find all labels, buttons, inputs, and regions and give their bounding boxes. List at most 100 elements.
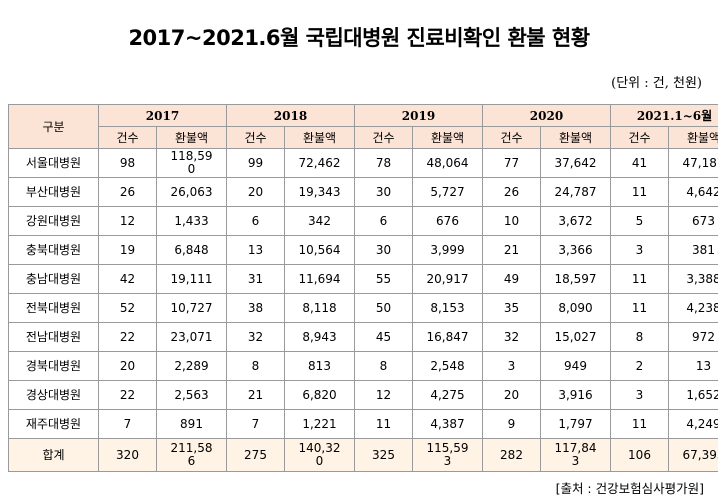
hospital-name: 전북대병원	[8, 293, 99, 323]
refund-amount-cell: 118,590	[156, 148, 227, 178]
total-label: 합계	[8, 438, 99, 472]
case-count-cell: 22	[98, 380, 157, 410]
table-row: 전북대병원 52 10,727 38 8,118 50 8,153 35 8,090 11 4,23…	[8, 293, 718, 323]
case-count-cell: 8	[226, 351, 285, 381]
refund-amount-cell: 24,787	[540, 177, 611, 207]
table-row: 재주대병원 7 891 7 1,221 11 4,387 9 1,797 11 4,249	[8, 409, 718, 439]
case-count-cell: 5	[610, 206, 669, 236]
refund-amount-cell: 1,221	[284, 409, 355, 439]
case-count-cell: 22	[98, 322, 157, 352]
unit-note: (단위 : 건, 천원)	[611, 76, 702, 91]
hospital-name: 충북대병원	[8, 235, 99, 265]
refund-amount-cell: 26,063	[156, 177, 227, 207]
refund-amount-cell: 19,343	[284, 177, 355, 207]
refund-amount-cell: 19,111	[156, 264, 227, 294]
refund-amount-cell: 11,694	[284, 264, 355, 294]
refund-amount-cell: 15,027	[540, 322, 611, 352]
case-count-cell: 8	[610, 322, 669, 352]
table-row: 서울대병원 98 118,590 99 72,462 78 48,064 77 37,642 41…	[8, 148, 718, 178]
refund-amount-cell: 4,387	[412, 409, 483, 439]
hospital-name: 경상대병원	[8, 380, 99, 410]
case-count-cell: 52	[98, 293, 157, 323]
refund-amount-cell: 3,999	[412, 235, 483, 265]
case-count-cell: 8	[354, 351, 413, 381]
refund-amount-cell: 2,563	[156, 380, 227, 410]
case-count-cell: 30	[354, 235, 413, 265]
case-count-cell: 11	[610, 293, 669, 323]
case-count-cell: 13	[226, 235, 285, 265]
refund-amount-cell: 115,593	[412, 438, 483, 472]
case-count-cell: 19	[98, 235, 157, 265]
case-count-cell: 20	[482, 380, 541, 410]
case-count-cell: 45	[354, 322, 413, 352]
refund-amount-cell: 6,820	[284, 380, 355, 410]
case-count-cell: 320	[98, 438, 157, 472]
case-count-cell: 3	[610, 235, 669, 265]
case-count-cell: 98	[98, 148, 157, 178]
case-count-cell: 12	[98, 206, 157, 236]
table-row: 경상대병원 22 2,563 21 6,820 12 4,275 20 3,916 3 1,652	[8, 380, 718, 410]
case-count-cell: 3	[482, 351, 541, 381]
case-count-cell: 21	[226, 380, 285, 410]
case-count-cell: 6	[354, 206, 413, 236]
case-count-cell: 35	[482, 293, 541, 323]
case-count-cell: 3	[610, 380, 669, 410]
case-count-cell: 9	[482, 409, 541, 439]
case-count-cell: 32	[226, 322, 285, 352]
case-count-cell: 26	[98, 177, 157, 207]
case-count-cell: 275	[226, 438, 285, 472]
case-count-cell: 2	[610, 351, 669, 381]
header-sub-row: 건수 환불액 건수 환불액 건수 환불액 건수 환불액 건수 환불액	[9, 126, 718, 149]
refund-amount-cell: 4,249	[668, 409, 718, 439]
refund-amount-cell: 1,433	[156, 206, 227, 236]
case-count-cell: 42	[98, 264, 157, 294]
refund-amount-cell: 1,652	[668, 380, 718, 410]
header-count: 건수	[354, 126, 413, 149]
hospital-name: 경북대병원	[8, 351, 99, 381]
case-count-cell: 12	[354, 380, 413, 410]
refund-amount-cell: 5,727	[412, 177, 483, 207]
refund-amount-cell: 1,797	[540, 409, 611, 439]
case-count-cell: 11	[610, 264, 669, 294]
header-count: 건수	[482, 126, 541, 149]
header-year: 2020	[482, 104, 611, 127]
refund-amount-cell: 8,153	[412, 293, 483, 323]
refund-amount-cell: 3,366	[540, 235, 611, 265]
refund-amount-cell: 2,548	[412, 351, 483, 381]
refund-amount-cell: 140,320	[284, 438, 355, 472]
header-year-row: 구분 2017 2018 2019 2020 2021.1~6월	[8, 104, 718, 149]
table-row: 부산대병원 26 26,063 20 19,343 30 5,727 26 24,787 11 4,…	[8, 177, 718, 207]
hospital-name: 부산대병원	[8, 177, 99, 207]
header-amount: 환불액	[412, 126, 483, 149]
refund-amount-cell: 2,289	[156, 351, 227, 381]
refund-amount-cell: 18,597	[540, 264, 611, 294]
refund-amount-cell: 342	[284, 206, 355, 236]
case-count-cell: 30	[354, 177, 413, 207]
refund-amount-cell: 47,187	[668, 148, 718, 178]
refund-amount-cell: 10,564	[284, 235, 355, 265]
table-row: 충남대병원 42 19,111 31 11,694 55 20,917 49 18,597 11 3…	[8, 264, 718, 294]
case-count-cell: 50	[354, 293, 413, 323]
case-count-cell: 49	[482, 264, 541, 294]
case-count-cell: 11	[610, 409, 669, 439]
header-category: 구분	[8, 104, 99, 149]
case-count-cell: 41	[610, 148, 669, 178]
case-count-cell: 7	[226, 409, 285, 439]
total-row: 합계 320 211,586 275 140,320 325 115,593 282 117,8…	[8, 438, 718, 472]
header-year: 2019	[354, 104, 483, 127]
header-year: 2017	[98, 104, 227, 127]
refund-amount-cell: 3,672	[540, 206, 611, 236]
refund-amount-cell: 117,843	[540, 438, 611, 472]
refund-amount-cell: 10,727	[156, 293, 227, 323]
refund-amount-cell: 48,064	[412, 148, 483, 178]
header-count: 건수	[610, 126, 669, 149]
case-count-cell: 11	[610, 177, 669, 207]
case-count-cell: 21	[482, 235, 541, 265]
hospital-name: 재주대병원	[8, 409, 99, 439]
header-amount: 환불액	[156, 126, 227, 149]
refund-amount-cell: 949	[540, 351, 611, 381]
header-year: 2018	[226, 104, 355, 127]
case-count-cell: 10	[482, 206, 541, 236]
refund-amount-cell: 3,916	[540, 380, 611, 410]
